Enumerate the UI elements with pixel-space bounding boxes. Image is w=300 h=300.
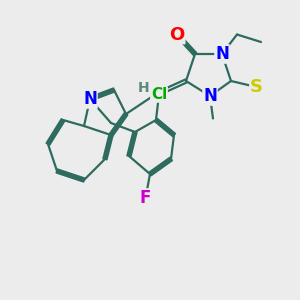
Text: Cl: Cl: [151, 87, 167, 102]
Text: N: N: [215, 45, 229, 63]
Text: H: H: [138, 82, 150, 95]
Text: N: N: [83, 90, 97, 108]
Text: N: N: [203, 87, 217, 105]
Text: S: S: [250, 78, 263, 96]
Text: O: O: [169, 26, 184, 44]
Text: F: F: [140, 189, 151, 207]
